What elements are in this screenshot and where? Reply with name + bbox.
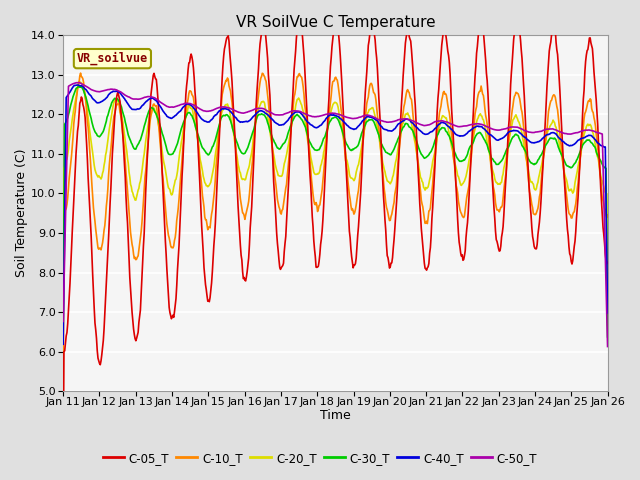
Legend: C-05_T, C-10_T, C-20_T, C-30_T, C-40_T, C-50_T: C-05_T, C-10_T, C-20_T, C-30_T, C-40_T, … [98, 447, 542, 469]
Text: VR_soilvue: VR_soilvue [77, 52, 148, 65]
X-axis label: Time: Time [320, 409, 351, 422]
Y-axis label: Soil Temperature (C): Soil Temperature (C) [15, 149, 28, 277]
Title: VR SoilVue C Temperature: VR SoilVue C Temperature [236, 15, 435, 30]
